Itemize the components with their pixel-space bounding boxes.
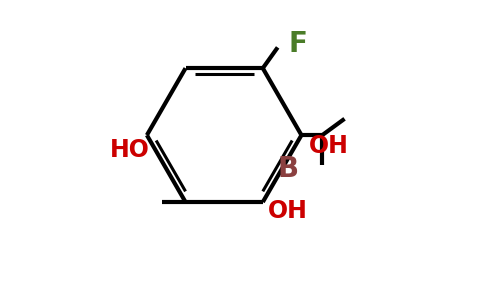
Text: B: B bbox=[277, 155, 299, 183]
Text: F: F bbox=[288, 31, 307, 58]
Text: HO: HO bbox=[110, 138, 150, 162]
Text: OH: OH bbox=[268, 199, 308, 223]
Text: OH: OH bbox=[309, 134, 349, 158]
